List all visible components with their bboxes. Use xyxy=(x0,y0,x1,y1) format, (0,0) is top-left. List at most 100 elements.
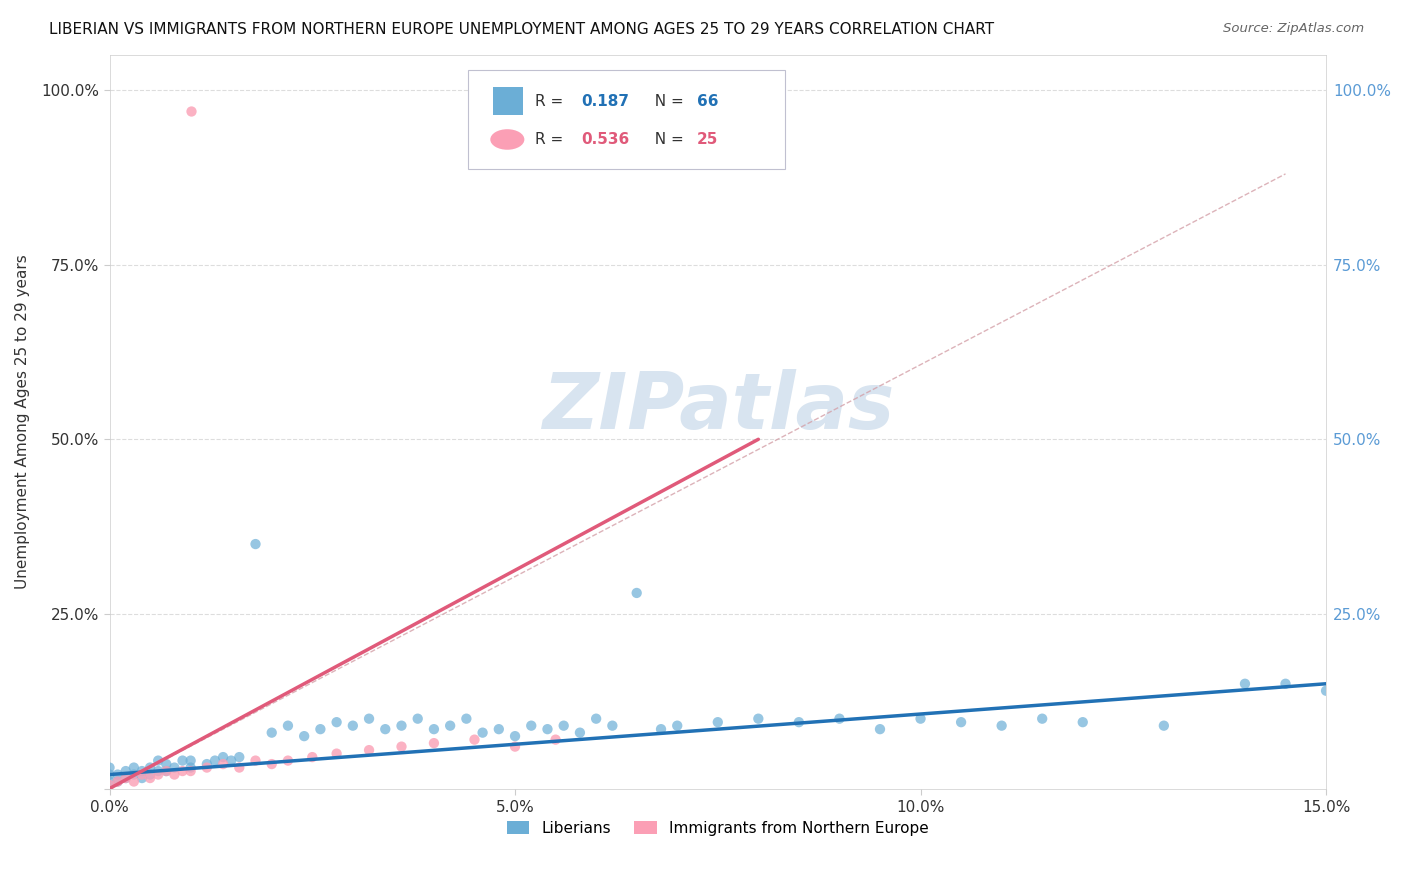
Point xyxy=(114,771,136,785)
Legend: Liberians, Immigrants from Northern Europe: Liberians, Immigrants from Northern Euro… xyxy=(506,821,929,836)
Point xyxy=(155,764,177,778)
Point xyxy=(910,712,932,726)
Point xyxy=(245,537,267,551)
Point xyxy=(212,757,235,772)
Point xyxy=(195,761,218,775)
Point xyxy=(950,715,973,730)
Point xyxy=(228,750,250,764)
Point xyxy=(204,754,226,768)
Text: 25: 25 xyxy=(697,132,718,147)
Point xyxy=(107,774,129,789)
Point xyxy=(503,729,526,743)
Point xyxy=(1153,719,1175,733)
Point xyxy=(1274,677,1296,691)
Point xyxy=(260,757,283,772)
Text: R =: R = xyxy=(536,132,568,147)
Point xyxy=(325,747,347,761)
Point xyxy=(155,764,177,778)
Point xyxy=(828,712,851,726)
Point xyxy=(180,764,202,778)
Text: N =: N = xyxy=(645,132,689,147)
Point xyxy=(163,761,186,775)
Point xyxy=(122,767,145,781)
Point xyxy=(553,719,575,733)
Point xyxy=(391,739,413,754)
Point xyxy=(787,715,810,730)
Point xyxy=(650,722,672,736)
Point xyxy=(747,712,769,726)
Bar xyxy=(492,87,523,115)
Point xyxy=(423,736,446,750)
Point xyxy=(357,712,380,726)
Point xyxy=(180,103,202,118)
Point xyxy=(260,725,283,739)
FancyBboxPatch shape xyxy=(468,70,785,169)
Point xyxy=(180,761,202,775)
Point xyxy=(309,722,332,736)
Point xyxy=(245,754,267,768)
Point xyxy=(139,761,162,775)
Text: LIBERIAN VS IMMIGRANTS FROM NORTHERN EUROPE UNEMPLOYMENT AMONG AGES 25 TO 29 YEA: LIBERIAN VS IMMIGRANTS FROM NORTHERN EUR… xyxy=(49,22,994,37)
Point xyxy=(131,767,153,781)
Text: R =: R = xyxy=(536,94,568,109)
Point xyxy=(131,764,153,778)
Y-axis label: Unemployment Among Ages 25 to 29 years: Unemployment Among Ages 25 to 29 years xyxy=(15,254,30,590)
Point xyxy=(172,764,194,778)
Point xyxy=(212,750,235,764)
Point xyxy=(122,774,145,789)
Point xyxy=(357,743,380,757)
Point xyxy=(471,725,494,739)
Circle shape xyxy=(491,129,524,150)
Point xyxy=(374,722,396,736)
Point xyxy=(172,754,194,768)
Text: 66: 66 xyxy=(697,94,718,109)
Point xyxy=(869,722,891,736)
Point xyxy=(139,767,162,781)
Point xyxy=(1071,715,1094,730)
Point xyxy=(148,767,170,781)
Point xyxy=(342,719,364,733)
Point xyxy=(1031,712,1053,726)
Point xyxy=(503,739,526,754)
Point xyxy=(406,712,429,726)
Point xyxy=(277,719,299,733)
Point xyxy=(325,715,347,730)
Point xyxy=(148,754,170,768)
Point xyxy=(122,761,145,775)
Point xyxy=(114,764,136,778)
Point xyxy=(107,767,129,781)
Point xyxy=(219,754,242,768)
Text: 0.187: 0.187 xyxy=(582,94,630,109)
Point xyxy=(98,778,121,792)
Point xyxy=(148,764,170,778)
Point xyxy=(626,586,648,600)
Point xyxy=(463,732,485,747)
Point xyxy=(423,722,446,736)
Point xyxy=(277,754,299,768)
Point xyxy=(98,761,121,775)
Point xyxy=(439,719,461,733)
Point xyxy=(520,719,543,733)
Point xyxy=(228,761,250,775)
Point xyxy=(391,719,413,733)
Point xyxy=(1315,683,1337,698)
Point xyxy=(1233,677,1256,691)
Point xyxy=(131,771,153,785)
Point xyxy=(292,729,315,743)
Point xyxy=(195,757,218,772)
Point xyxy=(114,771,136,785)
Point xyxy=(456,712,478,726)
Point xyxy=(98,774,121,789)
Text: N =: N = xyxy=(645,94,689,109)
Text: 0.536: 0.536 xyxy=(582,132,630,147)
Point xyxy=(301,750,323,764)
Point xyxy=(139,771,162,785)
Text: ZIPatlas: ZIPatlas xyxy=(541,369,894,445)
Text: Source: ZipAtlas.com: Source: ZipAtlas.com xyxy=(1223,22,1364,36)
Point xyxy=(180,754,202,768)
Point xyxy=(536,722,558,736)
Point xyxy=(666,719,689,733)
Point xyxy=(155,757,177,772)
Point xyxy=(568,725,591,739)
Point xyxy=(544,732,567,747)
